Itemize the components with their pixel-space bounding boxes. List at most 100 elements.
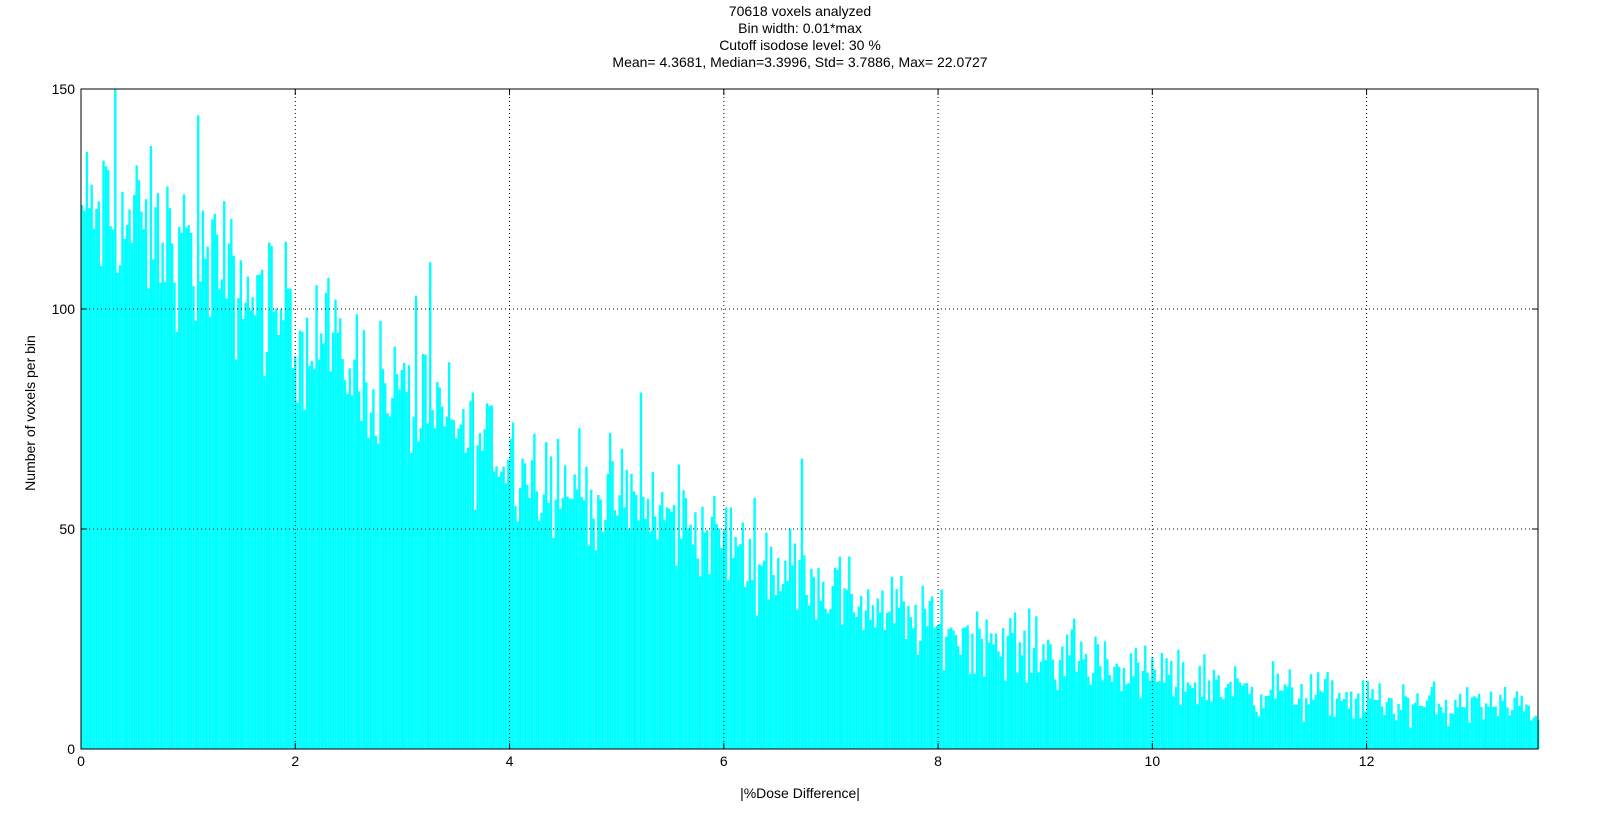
histogram-bar [521,458,524,749]
histogram-bar [919,640,922,749]
histogram-bar [800,458,804,749]
histogram-bar [308,365,311,749]
histogram-bar [109,226,112,750]
histogram-bar [149,146,153,749]
histogram-bar [961,628,965,749]
histogram-bar [1054,679,1057,749]
histogram-bar [1122,668,1126,749]
histogram-bar [199,281,202,749]
histogram-bar [1511,710,1514,749]
histogram-bar [1084,653,1088,749]
histogram-bar [121,191,124,749]
histogram-bar [762,560,766,749]
histogram-bar [599,499,602,749]
histogram-bar [587,545,591,749]
histogram-bar [554,499,557,749]
histogram-bar [824,608,827,749]
histogram-bar [1406,697,1410,749]
histogram-bar [833,567,837,749]
histogram-bar [895,589,898,749]
histogram-bar [1458,693,1462,749]
histogram-bar [639,392,643,749]
histogram-bar [1177,649,1180,749]
histogram-bar [197,115,200,749]
histogram-bar [492,471,496,749]
histogram-bar [949,627,953,749]
histogram-bar [313,369,316,749]
histogram-bar [649,531,652,749]
histogram-bar [429,262,432,749]
histogram-bar [978,628,981,749]
histogram-bar [95,209,98,749]
histogram-bar [980,638,984,749]
histogram-bar [928,600,931,749]
histogram-bar [403,363,406,749]
histogram-bar [582,500,586,749]
histogram-bar [455,438,458,749]
histogram-bar [410,452,413,749]
histogram-bar [457,428,460,749]
histogram-bar [436,381,439,749]
histogram-bar [1437,703,1441,749]
histogram-bar [1416,693,1419,749]
histogram-bar [957,646,960,749]
histogram-bar [997,651,1000,749]
histogram-bar [362,330,366,749]
histogram-bar [500,471,503,749]
histogram-bar [964,627,967,749]
histogram-bar [159,282,162,749]
histogram-bar [968,673,972,749]
histogram-bar [1461,706,1464,749]
histogram-bar [211,219,214,750]
histogram-bar [509,439,512,749]
histogram-bar [1193,682,1197,749]
histogram-bar [253,315,257,749]
histogram-bar [549,456,553,749]
histogram-bar [270,245,273,749]
histogram-bar [1002,628,1005,749]
histogram-bar [1132,676,1135,749]
histogram-bar [1390,698,1393,749]
histogram-bar [1051,659,1055,749]
histogram-bar [111,229,115,750]
histogram-bar [1158,680,1161,749]
histogram-bar [355,314,359,749]
histogram-bar [1039,661,1043,749]
histogram-bar [445,416,448,749]
grid-lines [81,89,1538,749]
histogram-bar [144,199,148,749]
histogram-bar [535,491,538,749]
histogram-bar [514,506,517,749]
histogram-bar [1501,700,1504,749]
histogram-bar [395,374,399,749]
histogram-bar [900,575,903,749]
histogram-bar [519,487,522,749]
histogram-bar [523,463,527,749]
histogram-bar [258,274,261,749]
histogram-bar [339,318,342,749]
histogram-bar [867,589,870,749]
histogram-bar [1207,680,1211,749]
histogram-bar [185,227,188,749]
histogram-bar [751,580,754,749]
histogram-bar [154,207,157,749]
histogram-bar [829,609,832,749]
histogram-bar [1155,681,1159,749]
histogram-bar [443,426,446,749]
histogram-bar [677,464,681,749]
histogram-bar [1340,700,1343,749]
histogram-bar [511,422,515,749]
histogram-bar [246,276,250,749]
histogram-bar [1110,681,1114,749]
histogram-bar [464,452,467,749]
histogram-bar [1099,666,1102,749]
histogram-bar [623,507,626,749]
histogram-bar [907,605,910,749]
histogram-bar [1309,674,1313,749]
histogram-bar [1172,696,1175,749]
histogram-bar [419,428,422,749]
histogram-bar [1392,713,1396,749]
histogram-bar [1335,698,1339,749]
histogram-bar [1283,684,1287,749]
